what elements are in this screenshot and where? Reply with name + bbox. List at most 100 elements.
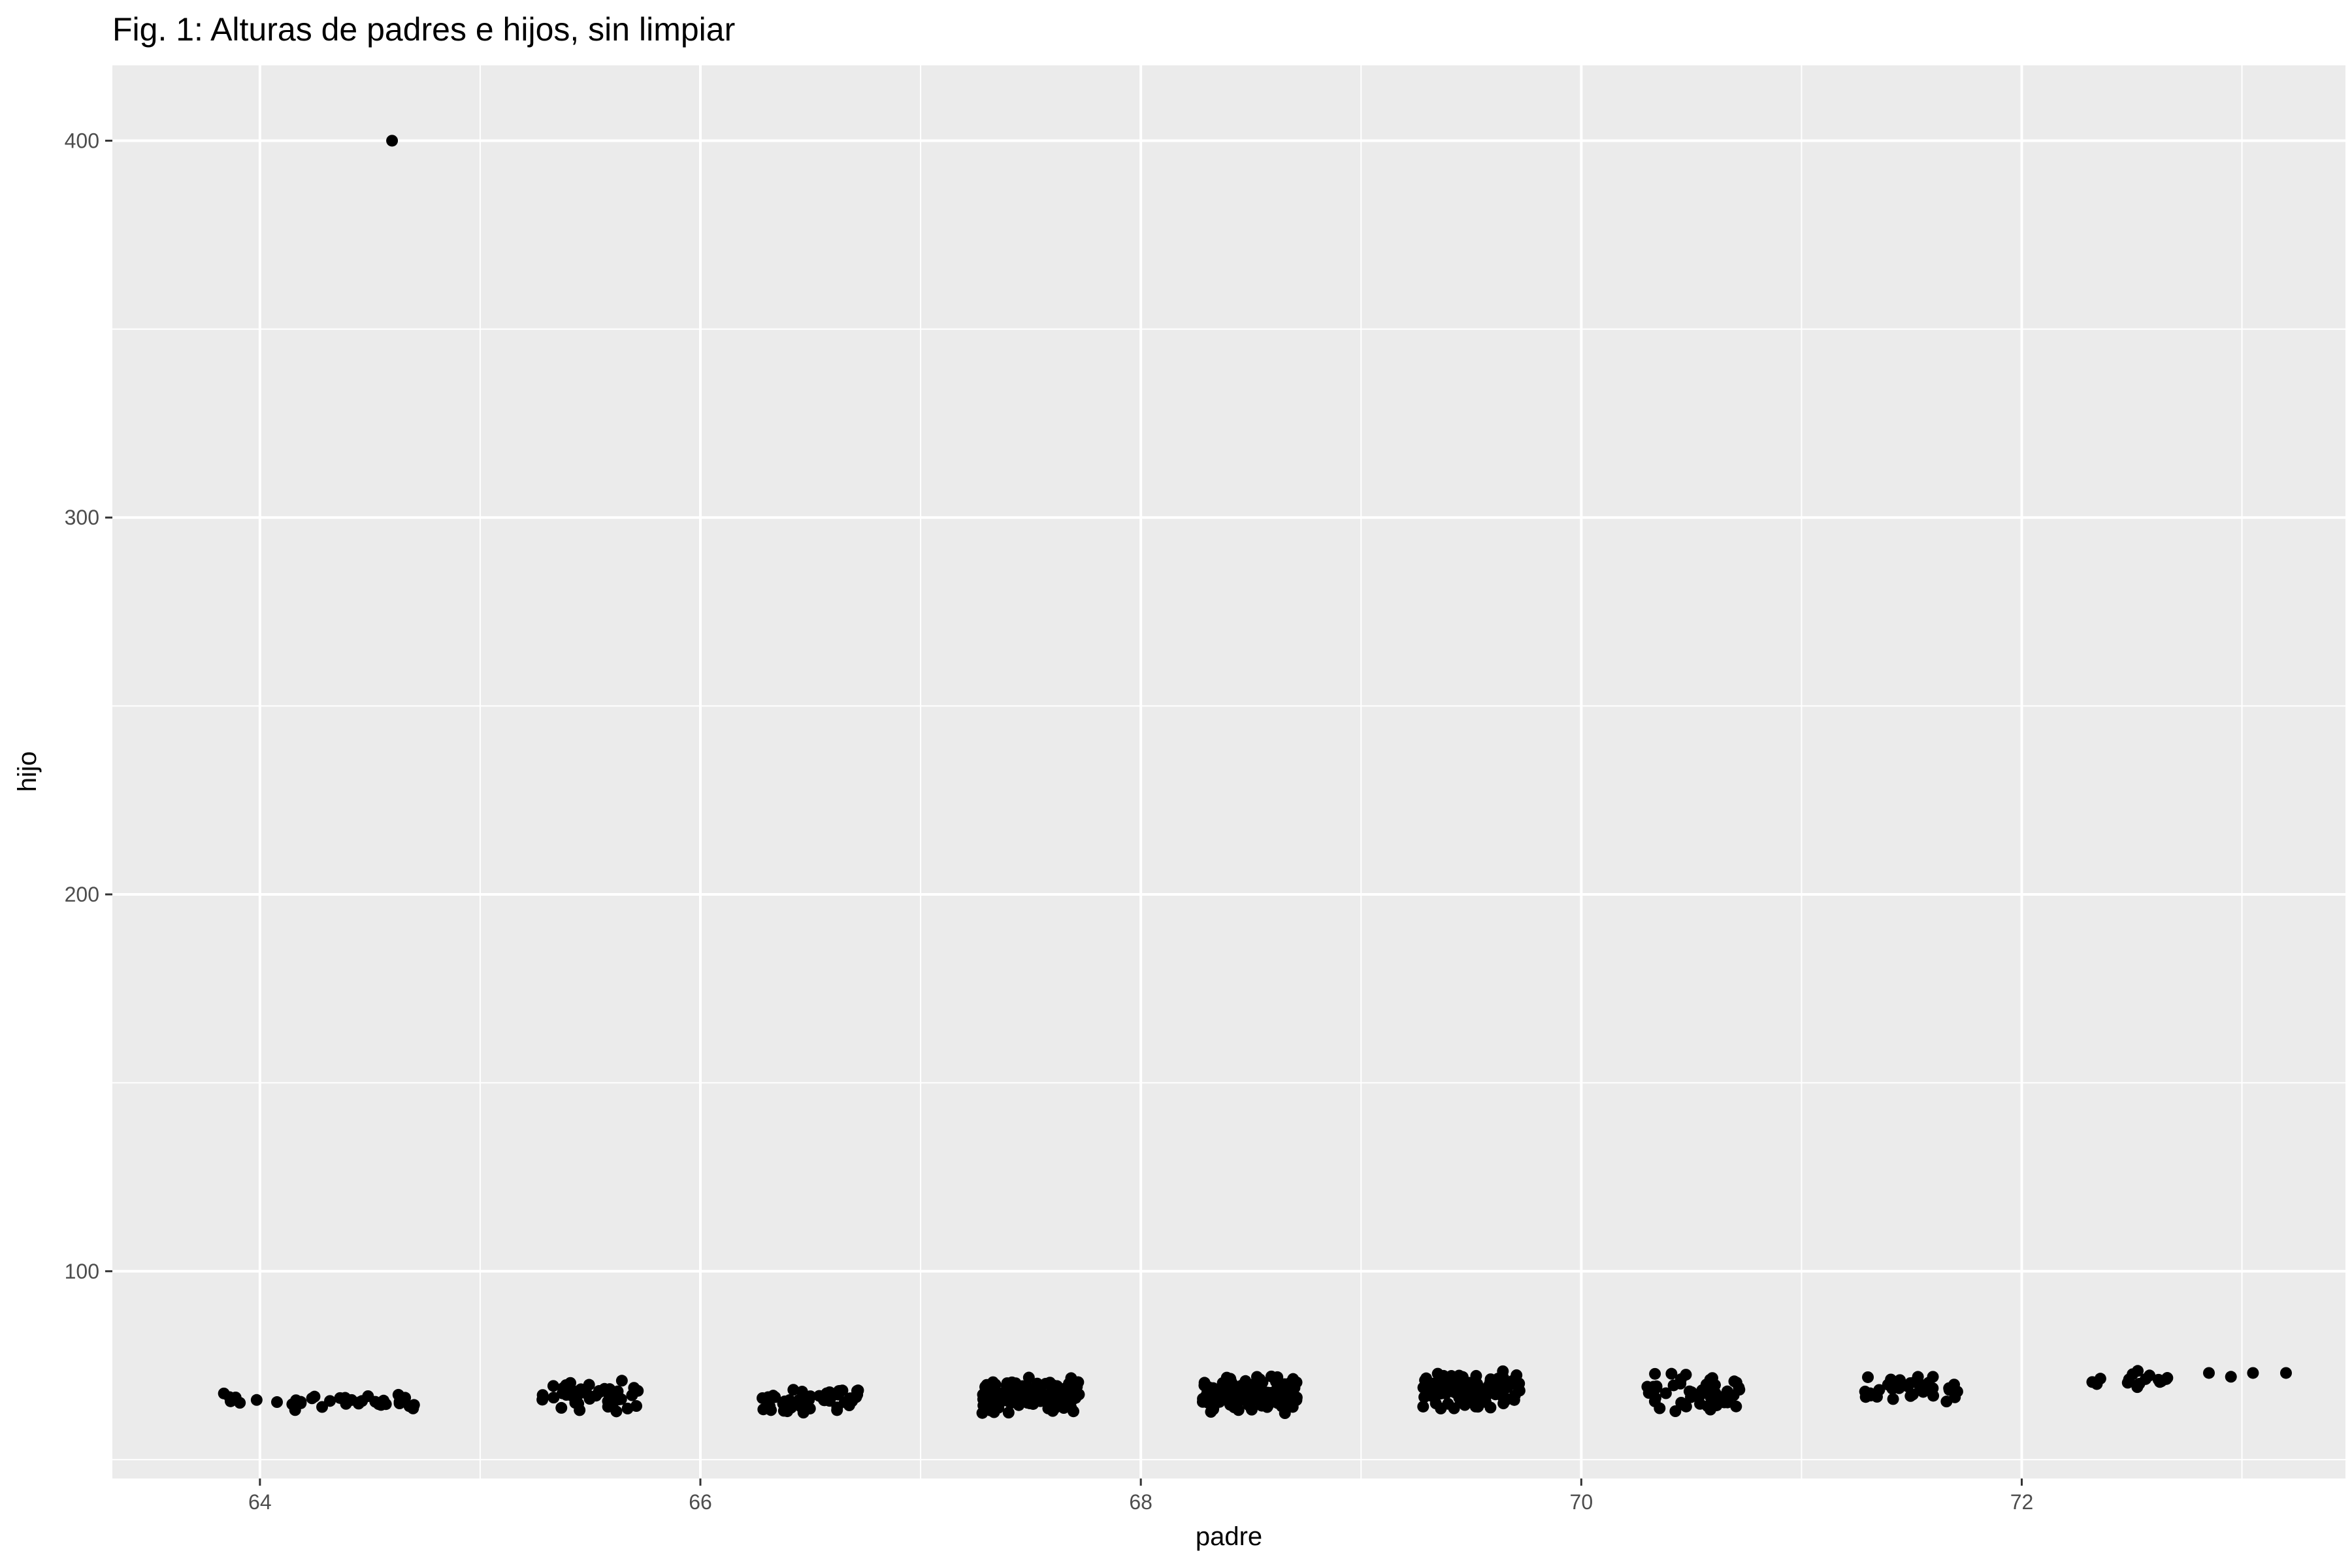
data-point [1649,1382,1661,1395]
data-point [555,1401,568,1414]
data-point [797,1407,809,1419]
data-point [2127,1368,2139,1380]
data-point [1459,1399,1471,1411]
data-point [1210,1385,1222,1397]
data-point [1453,1369,1465,1382]
data-point [574,1404,586,1416]
data-point [1226,1379,1239,1392]
data-point [386,135,399,147]
data-point [306,1392,318,1405]
data-point [1730,1400,1742,1413]
data-point [560,1389,572,1401]
data-point [1255,1388,1267,1400]
data-point [1417,1400,1429,1413]
data-point [1429,1388,1442,1401]
data-point [1728,1375,1740,1388]
data-point [757,1403,770,1416]
data-point [1197,1392,1209,1405]
data-point [1501,1393,1514,1405]
data-point [1927,1371,1939,1383]
data-point [1205,1406,1217,1418]
x-tick-label: 66 [689,1490,712,1514]
data-point [547,1392,560,1404]
data-point [292,1397,304,1410]
data-point [1265,1370,1277,1382]
major-gridlines [112,65,2345,1478]
y-tick-label: 100 [65,1260,99,1283]
data-point [590,1390,602,1402]
x-tick-label: 64 [248,1490,272,1514]
data-point [1873,1384,1886,1396]
data-point [785,1401,797,1414]
data-points [218,135,2292,1420]
data-point [223,1391,236,1403]
data-point [831,1404,843,1416]
data-point [1497,1365,1509,1377]
data-point [1047,1399,1060,1412]
data-point [1701,1379,1713,1392]
data-point [250,1394,263,1406]
y-axis-title: hijo [13,751,42,792]
y-tick-label: 300 [65,506,99,529]
data-point [1065,1401,1077,1414]
data-point [1276,1385,1288,1397]
data-point [1039,1392,1052,1405]
data-point [1269,1394,1282,1406]
minor-gridlines [112,65,2345,1478]
data-point [564,1379,576,1392]
data-point [2279,1367,2292,1379]
data-point [2160,1373,2172,1385]
data-point [1250,1371,1263,1383]
data-point [1471,1378,1484,1390]
data-point [796,1386,808,1398]
data-point [976,1407,988,1419]
data-point [847,1394,859,1406]
data-point [2133,1377,2146,1390]
data-point [1859,1385,1871,1397]
data-point [1014,1388,1026,1401]
data-point [1058,1382,1070,1395]
data-point [615,1375,628,1387]
data-point [1649,1367,1661,1380]
data-point [803,1394,815,1406]
chart-title: Fig. 1: Alturas de padres e hijos, sin l… [112,11,735,48]
data-point [1674,1373,1687,1386]
data-point [2091,1378,2103,1390]
data-point [393,1397,406,1410]
data-point [1428,1379,1441,1391]
data-point [346,1394,358,1406]
data-point [1894,1374,1906,1386]
x-tick-label: 68 [1129,1490,1152,1514]
data-point [1241,1390,1253,1402]
data-point [1285,1389,1298,1401]
data-point [270,1396,283,1409]
x-axis-ticks: 64 66 68 70 72 [248,1478,2033,1514]
y-tick-label: 400 [65,129,99,152]
x-tick-label: 72 [2010,1490,2034,1514]
data-point [324,1395,336,1407]
data-point [572,1388,585,1401]
data-point [2144,1369,2156,1382]
data-point [536,1394,549,1406]
x-tick-label: 70 [1570,1490,1593,1514]
data-point [608,1396,620,1408]
data-point [378,1394,390,1407]
data-point [1489,1388,1501,1401]
data-point [610,1405,623,1418]
data-point [1429,1397,1442,1410]
data-point [1862,1371,1874,1383]
data-point [234,1397,246,1409]
data-point [981,1379,993,1391]
data-point [988,1406,1000,1418]
data-point [1701,1400,1714,1413]
data-point [1448,1402,1460,1414]
data-point [1887,1393,1899,1405]
data-point [628,1382,640,1394]
data-point [1947,1380,1959,1392]
x-axis-title: padre [1196,1522,1262,1551]
y-tick-label: 200 [65,883,99,906]
data-point [1675,1396,1688,1409]
data-point [1669,1405,1682,1418]
data-point [819,1394,831,1407]
